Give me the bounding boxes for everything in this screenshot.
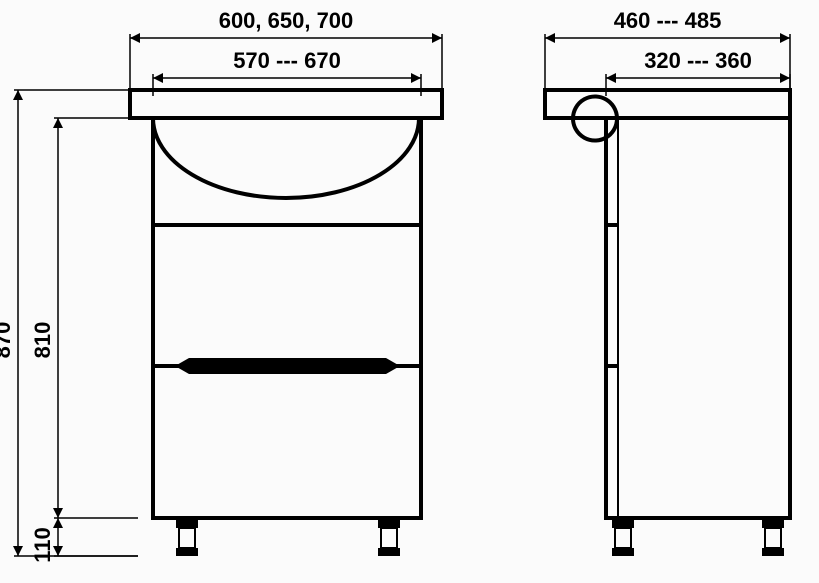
- dim-height-cabinet: 810: [30, 322, 55, 359]
- dim-height-feet: 110: [30, 527, 55, 563]
- dim-height-total: 870: [0, 322, 15, 359]
- dim-front-width-outer: 600, 650, 700: [219, 8, 354, 33]
- front-cabinet: [153, 118, 421, 518]
- front-countertop: [130, 90, 442, 118]
- dim-side-depth-inner: 320 --- 360: [644, 48, 752, 73]
- side-cabinet: [606, 118, 790, 518]
- technical-drawing: 600, 650, 700 570 --- 670 460 --- 485 320 -…: [0, 0, 819, 583]
- dim-front-width-inner: 570 --- 670: [233, 48, 341, 73]
- drawer-handle: [175, 358, 400, 374]
- dim-side-depth-outer: 460 --- 485: [614, 8, 722, 33]
- side-countertop: [545, 90, 790, 118]
- front-basin-underside: [153, 118, 419, 198]
